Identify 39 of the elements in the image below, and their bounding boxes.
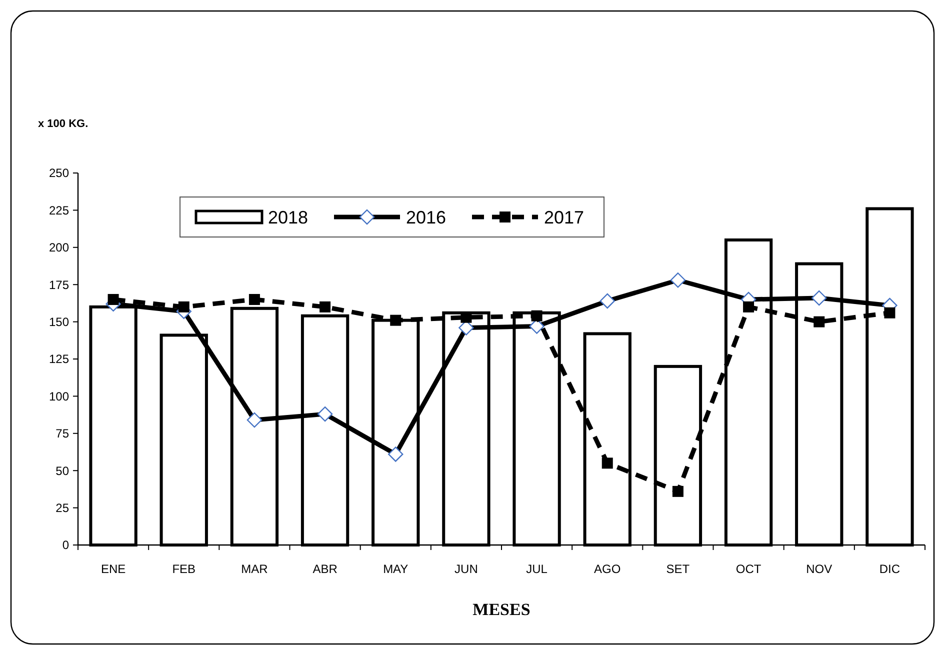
legend-label: 2018	[268, 207, 308, 228]
x-axis-title: MESES	[472, 600, 530, 619]
x-tick-label: SET	[666, 562, 690, 576]
point	[884, 307, 896, 318]
point	[178, 301, 190, 312]
x-tick-label: JUL	[526, 562, 548, 576]
y-tick-label: 50	[56, 464, 70, 478]
y-tick-label: 250	[48, 166, 70, 180]
y-tick-label: 75	[56, 426, 70, 441]
x-tick-label: JUN	[454, 562, 478, 576]
x-tick-label: OCT	[736, 562, 762, 576]
y-tick-label: 225	[48, 203, 70, 218]
point	[814, 316, 825, 328]
point	[390, 314, 402, 326]
x-tick-label: MAY	[383, 562, 408, 576]
legend-label: 2016	[406, 207, 446, 228]
y-axis-title: x 100 KG.	[38, 118, 88, 130]
x-tick-label: DIC	[879, 562, 900, 576]
point	[320, 301, 331, 312]
point	[743, 301, 754, 312]
y-tick-label: 125	[48, 352, 70, 366]
y-tick-label: 175	[48, 278, 70, 292]
x-tick-label: AGO	[594, 562, 621, 576]
legend-label: 2017	[544, 207, 584, 228]
point	[248, 294, 260, 305]
point	[531, 310, 542, 322]
point	[108, 294, 119, 305]
point	[602, 458, 613, 469]
y-tick-label: 100	[48, 389, 70, 404]
x-tick-label: NOV	[806, 562, 832, 576]
x-tick-label: FEB	[172, 562, 196, 576]
x-tick-label: ABR	[312, 562, 338, 576]
point	[672, 486, 684, 497]
y-tick-label: 150	[48, 315, 70, 329]
x-tick-label: ENE	[100, 562, 126, 576]
y-tick-label: 0	[62, 538, 70, 552]
y-tick-label: 25	[56, 501, 70, 515]
x-tick-label: MAR	[241, 562, 268, 576]
y-tick-label: 200	[48, 240, 70, 255]
